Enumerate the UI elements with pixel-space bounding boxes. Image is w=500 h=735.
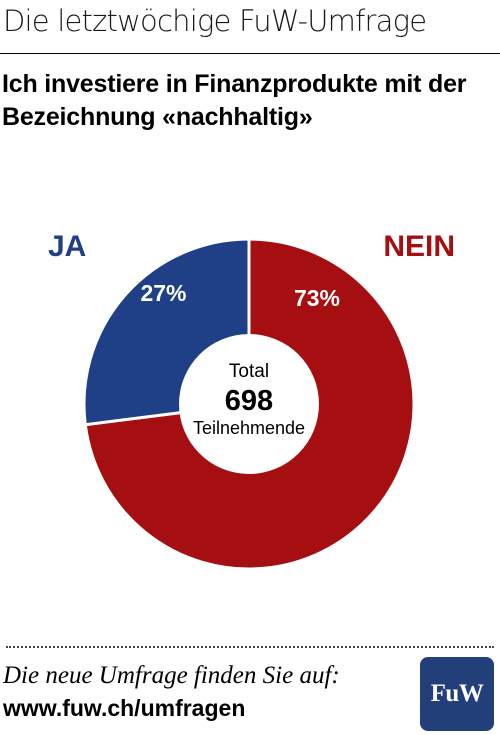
footer-link[interactable]: www.fuw.ch/umfragen	[3, 695, 246, 721]
page-title: Die letztwöchige FuW-Umfrage	[3, 4, 427, 38]
chart-headline: Ich investiere in Finanzprodukte mit der…	[2, 70, 467, 131]
donut-hole	[179, 334, 319, 474]
footer-note: Die neue Umfrage finden Sie auf:	[3, 662, 340, 689]
legend-label-ja: JA	[48, 230, 86, 263]
center-label-total: Total	[229, 361, 269, 382]
slice-value-nein: 73%	[294, 285, 340, 311]
fuw-logo-text: FuW	[430, 680, 484, 707]
slice-value-ja: 27%	[140, 280, 186, 306]
title-divider	[0, 53, 500, 54]
legend-label-nein: NEIN	[383, 230, 455, 263]
fuw-logo: FuW	[420, 657, 494, 731]
footer-divider	[6, 646, 494, 648]
center-label-participants: Teilnehmende	[193, 418, 305, 438]
center-count: 698	[225, 385, 273, 417]
donut-chart: JA NEIN 27% 73% Total 698 Teilnehmende	[48, 230, 455, 571]
